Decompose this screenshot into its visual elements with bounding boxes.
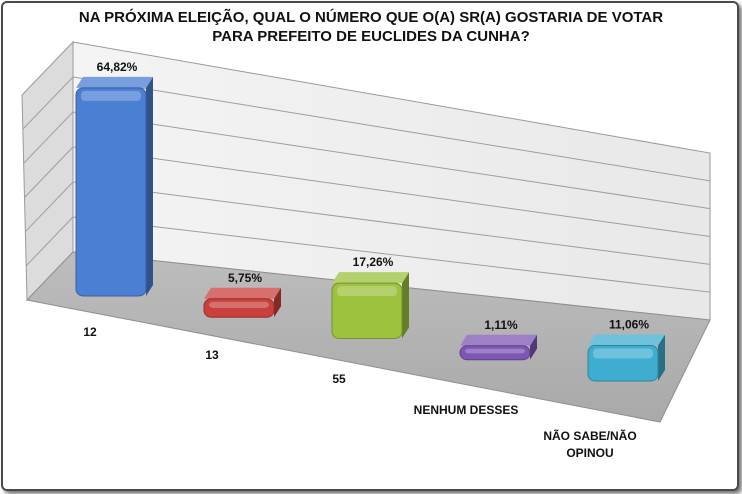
- bar-2: [203, 287, 281, 318]
- bar-side-face: [274, 287, 281, 318]
- gridline: [72, 216, 711, 293]
- bar-3: [331, 272, 409, 339]
- bar-top-face: [588, 334, 665, 346]
- value-label-3: 17,26%: [353, 255, 394, 269]
- chart-title-line-2: PARA PREFEITO DE EUCLIDES DA CUNHA?: [212, 28, 530, 45]
- bar-highlight: [209, 301, 269, 308]
- category-label-1: 12: [83, 325, 97, 339]
- bar-highlight: [465, 348, 525, 354]
- bar-side-face: [402, 272, 409, 339]
- category-label-5: NÃO SABE/NÃO: [543, 428, 636, 443]
- bar-top-face: [76, 76, 153, 88]
- category-label-4: NENHUM DESSES: [414, 403, 519, 417]
- gridline: [72, 146, 711, 237]
- bar-top-face: [204, 287, 281, 299]
- chart-title-line-1: NA PRÓXIMA ELEIÇÃO, QUAL O NÚMERO QUE O(…: [78, 9, 664, 26]
- chart-title: NA PRÓXIMA ELEIÇÃO, QUAL O NÚMERO QUE O(…: [0, 8, 742, 46]
- gridline: [24, 181, 74, 233]
- value-label-5: 11,06%: [609, 317, 649, 331]
- value-label-4: 1,11%: [484, 318, 518, 332]
- value-label-2: 5,75%: [228, 271, 262, 285]
- bar-highlight: [81, 90, 141, 101]
- bar-front-face: [587, 344, 659, 382]
- gridline: [25, 216, 74, 267]
- bar-front-face: [203, 298, 275, 318]
- bar-5: [587, 334, 665, 382]
- gridline: [72, 111, 711, 210]
- gridline: [24, 146, 74, 198]
- bar-top-face: [332, 272, 409, 284]
- gridline: [72, 76, 711, 182]
- category-label-5-line-2: OPINOU: [566, 446, 613, 460]
- bar-top-face: [460, 334, 537, 346]
- bar-side-face: [658, 334, 665, 381]
- gridline: [23, 111, 74, 164]
- category-label-2: 13: [205, 348, 219, 362]
- bar-front-face: [75, 87, 147, 297]
- value-label-1: 64,82%: [97, 60, 138, 74]
- bar-side-face: [146, 76, 153, 297]
- gridline: [22, 76, 74, 130]
- bar-4: [459, 334, 537, 361]
- bar-1: [75, 76, 153, 297]
- bar-front-face: [331, 282, 403, 339]
- bar-side-face: [530, 334, 537, 360]
- bar-highlight: [593, 348, 653, 359]
- bar-highlight: [337, 286, 397, 297]
- bar-front-face: [459, 345, 531, 361]
- category-label-3: 55: [332, 372, 346, 386]
- gridline: [72, 181, 711, 265]
